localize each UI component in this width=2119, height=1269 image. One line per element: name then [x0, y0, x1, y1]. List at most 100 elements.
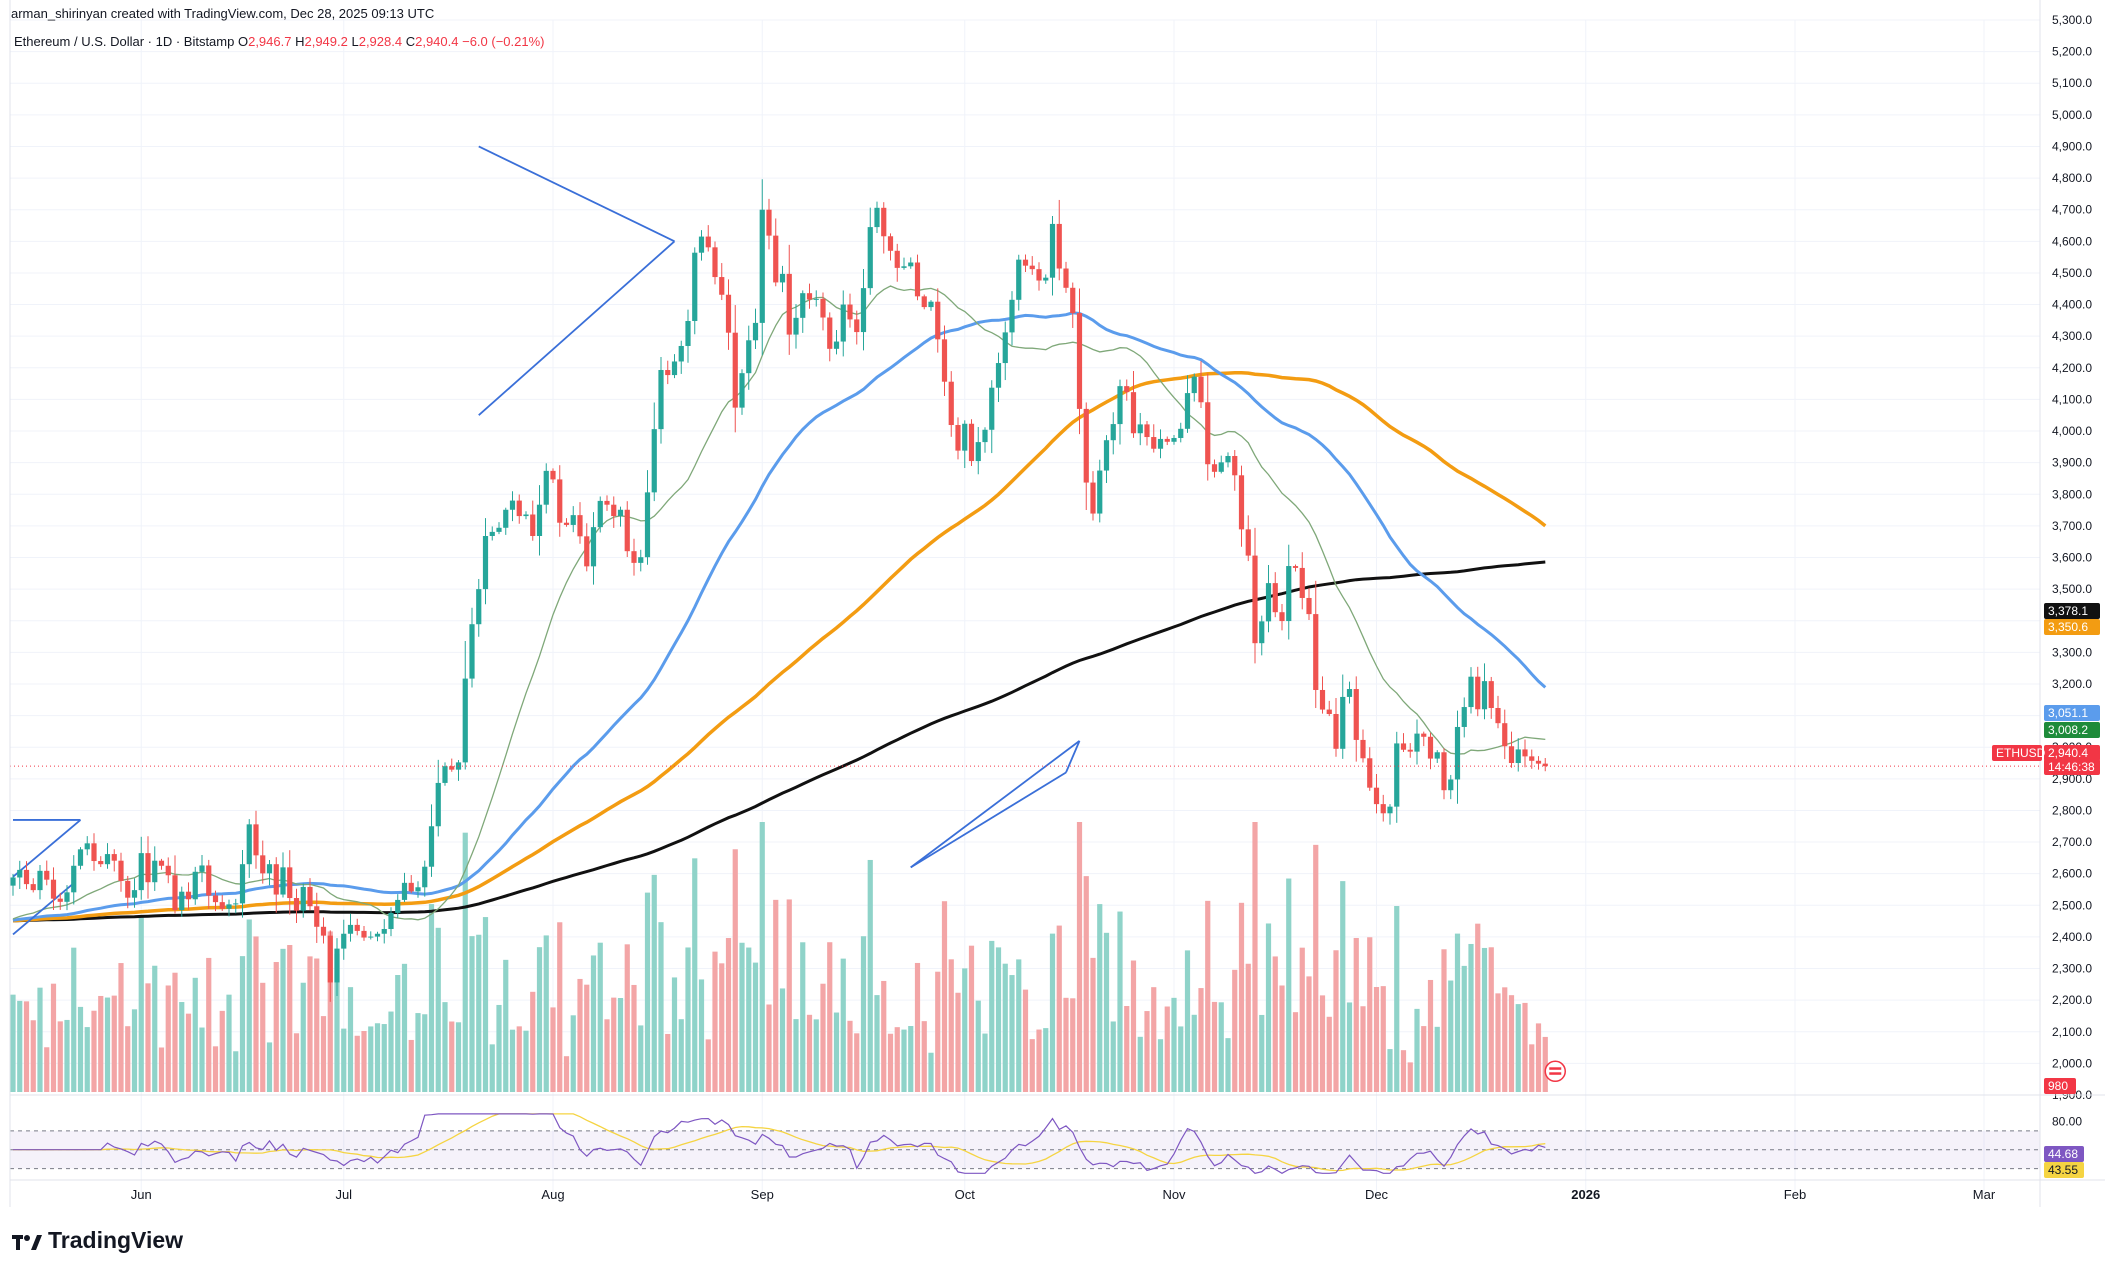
tradingview-brand[interactable]: TradingView: [12, 1227, 183, 1254]
volume-bar: [962, 968, 968, 1092]
rsi-ma-tag: 43.55: [2048, 1163, 2078, 1177]
candle-body: [1468, 676, 1474, 708]
volume-bar: [935, 971, 941, 1092]
candle-body: [408, 882, 414, 892]
candle-body: [219, 902, 225, 909]
volume-bar: [1515, 1004, 1521, 1092]
volume-bar: [442, 1002, 448, 1092]
candle-body: [111, 854, 117, 861]
candle-body: [1076, 313, 1083, 409]
volume-bar: [698, 979, 705, 1092]
volume-bar: [1097, 904, 1103, 1092]
volume-bar: [1205, 900, 1211, 1092]
candle-body: [273, 864, 279, 895]
candle-body: [1002, 332, 1008, 364]
sma-100-tag-bg: [2044, 619, 2100, 635]
candle-body: [388, 912, 394, 930]
x-tick-label: Aug: [541, 1187, 564, 1202]
volume-bar: [1346, 1002, 1353, 1092]
candle-body: [563, 522, 570, 525]
volume-bar: [766, 1004, 772, 1092]
trendline: [12, 819, 82, 878]
candle-body: [611, 504, 617, 517]
candle-body: [1110, 424, 1116, 441]
volume-bar: [1488, 947, 1494, 1092]
close-label: C: [405, 34, 416, 49]
volume-bar: [894, 1027, 900, 1092]
candle-body: [820, 298, 826, 318]
y-tick-label: 3,200.0: [2052, 677, 2092, 691]
price-candles[interactable]: [10, 179, 1548, 1002]
candle-body: [604, 500, 610, 505]
volume-bar: [665, 1033, 671, 1092]
candle-body: [1238, 475, 1245, 530]
candle-body: [719, 277, 725, 295]
volume-bar: [233, 1051, 239, 1092]
candle-body: [1319, 689, 1326, 710]
candle-body: [334, 948, 340, 983]
candle-body: [516, 500, 522, 517]
volume-bar: [1367, 937, 1373, 1092]
candle-body: [1259, 621, 1265, 644]
candle-body: [158, 860, 165, 866]
candle-body: [415, 887, 421, 892]
trendline: [478, 240, 676, 416]
volume-bar: [334, 953, 340, 1092]
candle-body: [138, 853, 144, 891]
volume-bar: [881, 980, 887, 1092]
volume-bar: [449, 1021, 455, 1092]
us-flag-stripe: [1549, 1067, 1562, 1070]
volume-bar: [1400, 1050, 1407, 1092]
candle-body: [509, 500, 516, 510]
volume-bar: [860, 936, 867, 1092]
candle-body: [1292, 566, 1299, 568]
candle-body: [192, 871, 198, 900]
y-tick-label: 2,000.0: [2052, 1056, 2092, 1070]
candle-body: [759, 209, 765, 323]
y-tick-label: 2,200.0: [2052, 993, 2092, 1007]
candle-body: [577, 515, 583, 537]
candle-body: [57, 898, 63, 902]
volume-bar: [800, 942, 806, 1092]
candle-body: [1461, 707, 1467, 727]
candle-body: [320, 926, 327, 936]
close-value: 2,940.4: [415, 34, 459, 49]
volume-tag: 980: [2048, 1079, 2068, 1093]
volume-bar: [388, 1011, 394, 1092]
volume-bar: [995, 947, 1002, 1092]
candle-body: [901, 266, 907, 268]
volume-bar: [125, 1026, 131, 1092]
candle-body: [1407, 749, 1413, 752]
volume-bar: [1063, 997, 1069, 1092]
chart-axes: 5,300.0 5,200.0 5,100.0 5,000.0 4,900.0 4,800…: [9, 0, 2105, 1207]
candle-body: [752, 322, 759, 341]
volume-bar: [658, 922, 664, 1092]
candle-body: [1117, 386, 1123, 425]
volume-bar: [422, 1014, 428, 1092]
trendline: [910, 740, 1081, 869]
volume-bar: [1245, 963, 1251, 1092]
volume-bar: [1171, 997, 1177, 1092]
rsi-tick-label: 80.00: [2052, 1114, 2082, 1128]
candle-body: [1070, 287, 1076, 314]
y-tick-label: 2,400.0: [2052, 930, 2092, 944]
candle-body: [462, 678, 468, 763]
volume-bar: [307, 956, 313, 1092]
volume-bar: [64, 1019, 70, 1092]
candle-body: [1205, 402, 1211, 465]
volume-bar: [651, 874, 657, 1092]
volume-bar: [1056, 925, 1062, 1092]
candle-body: [1535, 760, 1542, 764]
volume-bar: [597, 942, 603, 1092]
sma-50-tag: 3,051.1: [2048, 706, 2088, 720]
volume-bar: [158, 1047, 165, 1092]
candle-body: [253, 824, 259, 856]
candle-body: [374, 933, 381, 937]
chart-attribution: arman_shirinyan created with TradingView…: [11, 6, 435, 21]
volume-bar: [557, 922, 563, 1092]
candle-body: [1508, 746, 1515, 764]
volume-bar: [1272, 956, 1278, 1092]
candle-body: [1434, 752, 1440, 759]
volume-bar: [1319, 995, 1326, 1092]
